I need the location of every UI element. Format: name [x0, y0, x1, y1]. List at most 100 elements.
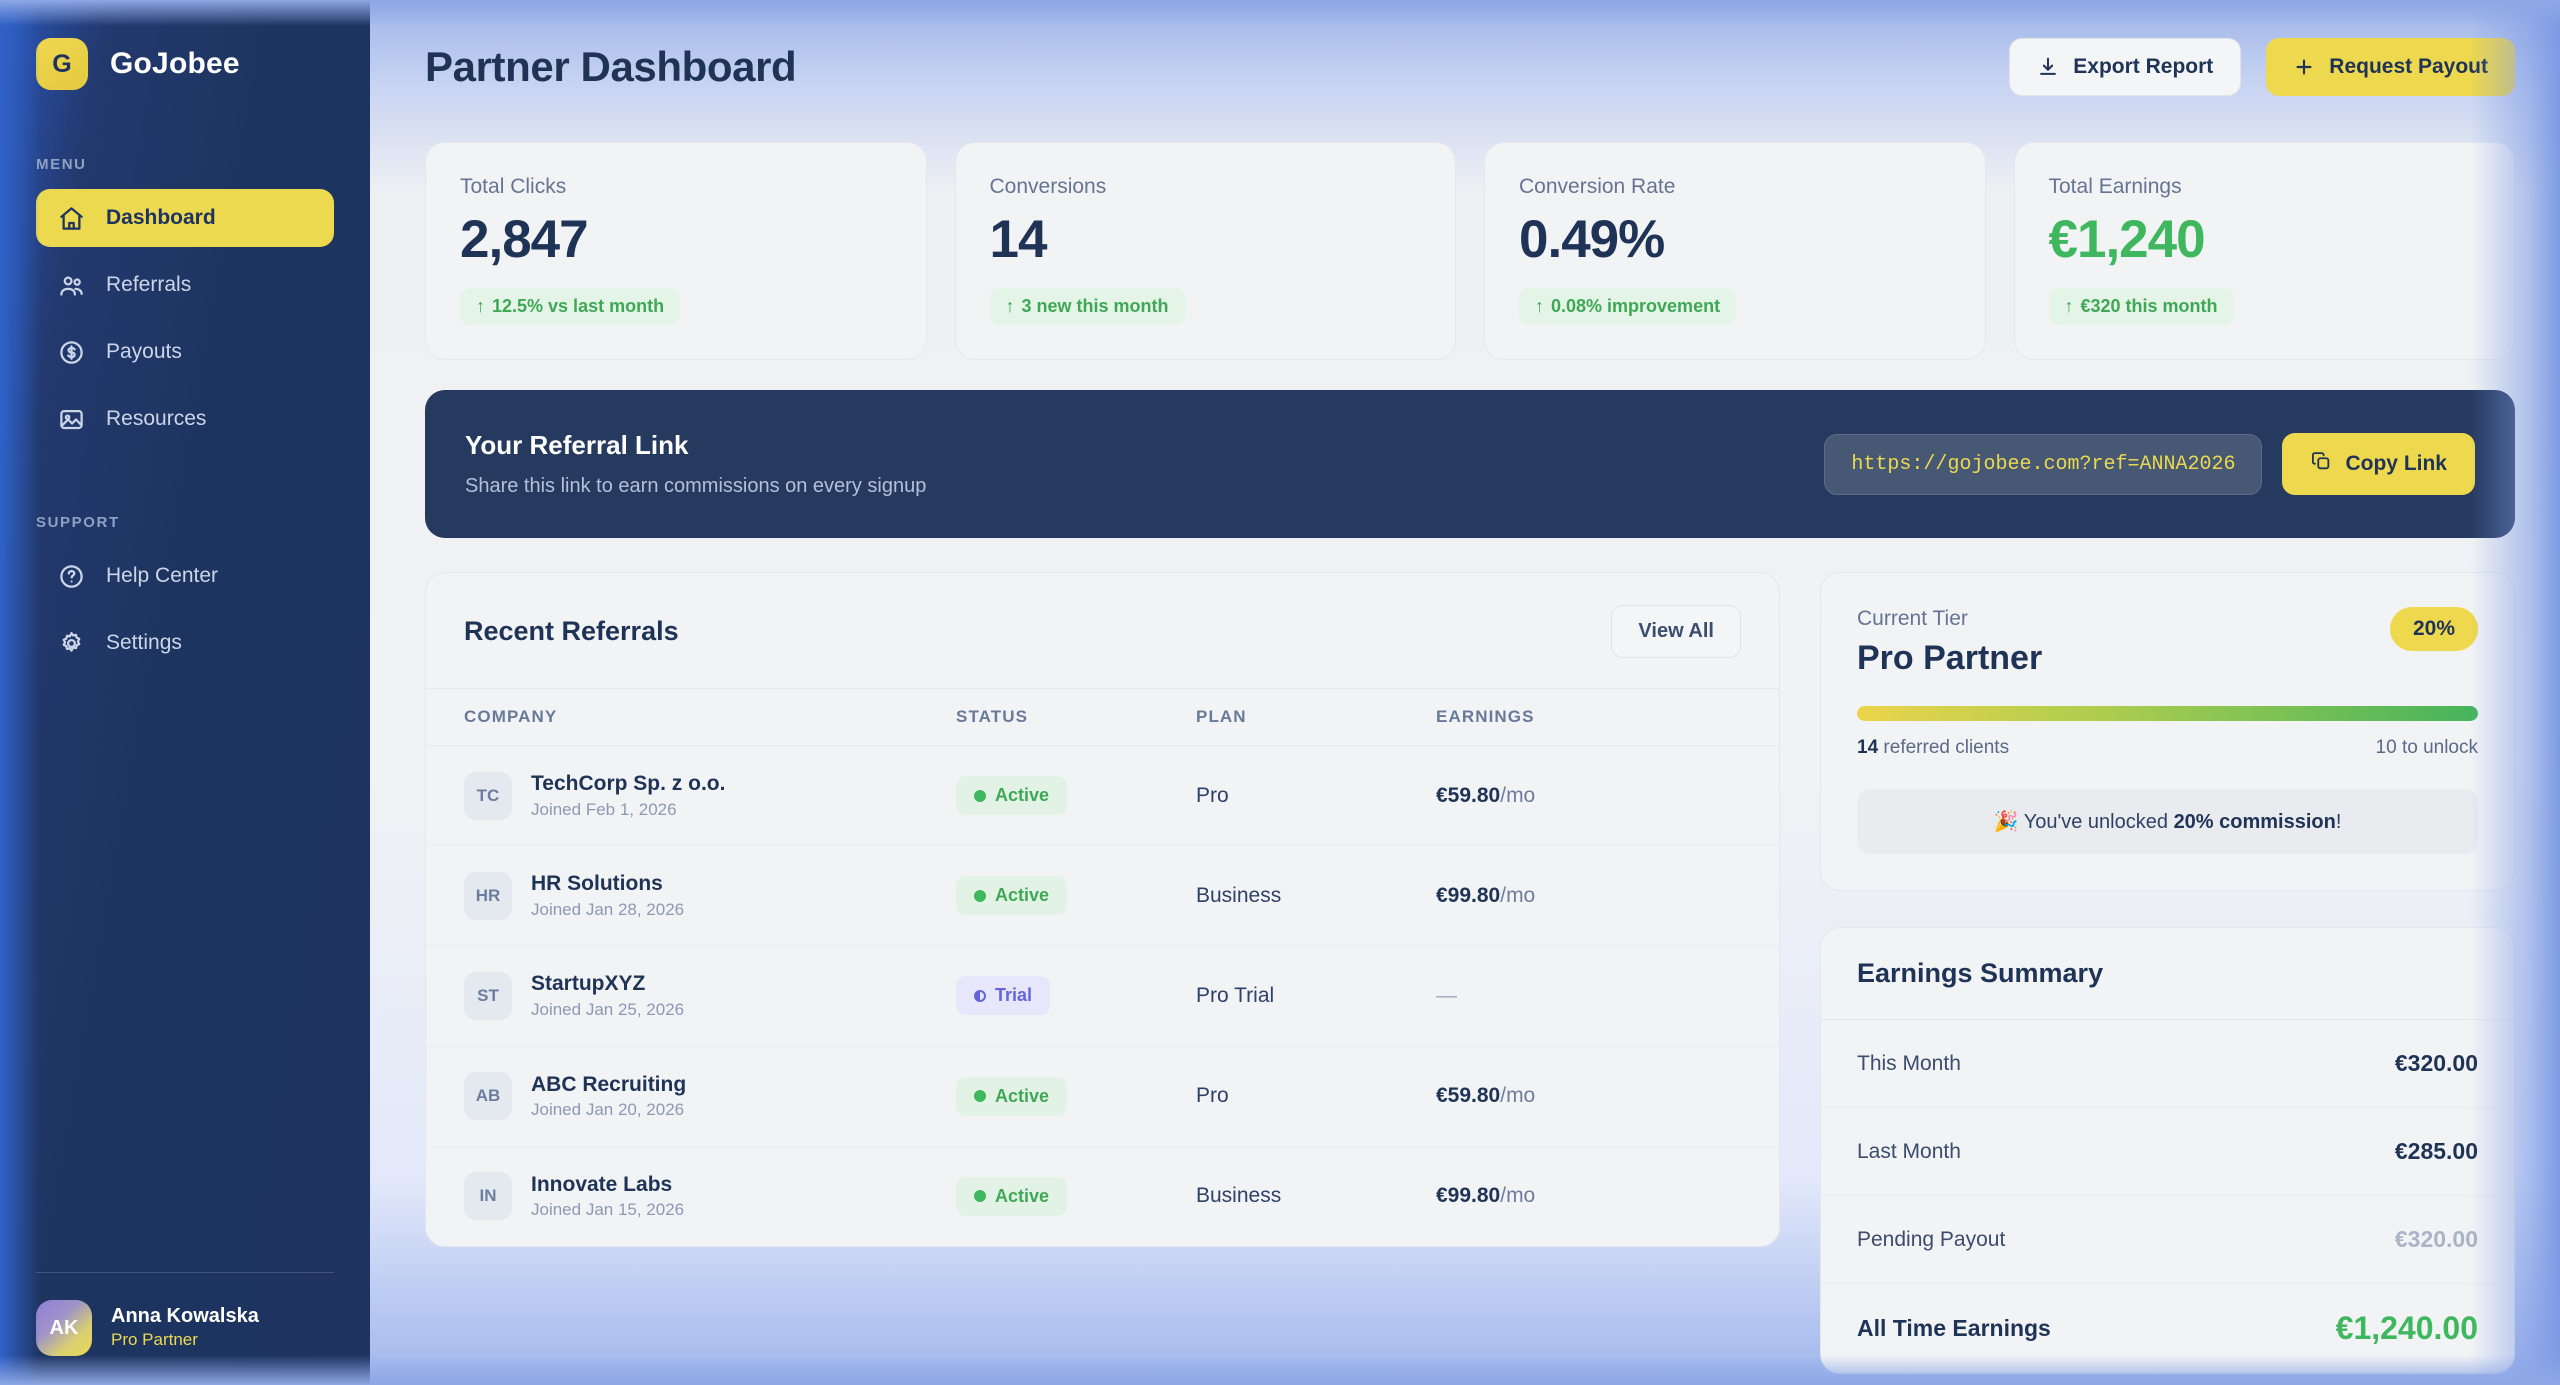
company-initials-badge: HR	[464, 871, 512, 920]
earnings-total-value: €1,240.00	[2335, 1310, 2478, 1347]
tier-note-strong: 20% commission	[2173, 811, 2336, 834]
plan-cell: Pro Trial	[1196, 945, 1436, 1047]
download-icon	[2037, 56, 2059, 78]
earnings-summary-title: Earnings Summary	[1857, 958, 2104, 989]
status-cell: Active	[956, 1046, 1196, 1147]
user-name: Anna Kowalska	[111, 1305, 259, 1328]
stat-card-total-earnings: Total Earnings €1,240 ↑ €320 this month	[2013, 142, 2515, 361]
tier-note-suffix: !	[2335, 811, 2342, 834]
referral-url-field[interactable]: https://gojobee.com?ref=ANNA2026	[1824, 433, 2263, 495]
stats-row: Total Clicks 2,847 ↑ 12.5% vs last month…	[425, 142, 2515, 361]
earnings-summary-header: Earnings Summary	[1821, 928, 2514, 1021]
plan-cell: Pro	[1196, 1046, 1436, 1147]
arrow-up-icon: ↑	[476, 296, 485, 317]
referrals-table-head: COMPANY STATUS PLAN EARNINGS	[426, 689, 1779, 747]
brand[interactable]: G GoJobee	[0, 0, 370, 90]
status-badge: Active	[956, 876, 1068, 916]
party-popper-icon: 🎉	[1993, 811, 2019, 834]
sidebar-item-dashboard[interactable]: Dashboard	[36, 189, 334, 247]
earnings-total-row: All Time Earnings €1,240.00	[1821, 1284, 2514, 1373]
stat-chip-label: 3 new this month	[1021, 296, 1169, 317]
company-cell: AB ABC Recruiting Joined Jan 20, 2026	[426, 1046, 956, 1147]
status-dot-icon	[974, 1190, 986, 1203]
table-row[interactable]: ST StartupXYZ Joined Jan 25, 2026	[426, 945, 1779, 1047]
recent-referrals-column: Recent Referrals View All COMPANY STATUS…	[425, 572, 1780, 1374]
request-payout-button[interactable]: Request Payout	[2266, 38, 2515, 96]
earnings-row-label: This Month	[1857, 1051, 1961, 1075]
status-badge: Active	[956, 1176, 1068, 1216]
company-name: Innovate Labs	[531, 1172, 673, 1196]
earnings-summary-card: Earnings Summary This Month €320.00 Last…	[1820, 927, 2515, 1375]
company-joined-date: Joined Jan 15, 2026	[531, 1199, 685, 1219]
status-label: Active	[995, 1185, 1050, 1206]
sidebar-item-help-center[interactable]: Help Center	[36, 547, 334, 605]
referral-banner-title: Your Referral Link	[465, 430, 689, 461]
earnings-amount: —	[1436, 983, 1457, 1007]
sidebar-item-label: Dashboard	[106, 206, 216, 229]
status-dot-icon	[974, 1090, 986, 1103]
status-label: Trial	[995, 985, 1033, 1006]
company-initials-badge: AB	[464, 1072, 512, 1121]
header-actions: Export Report Request Payout	[2009, 38, 2515, 96]
support-section-label: SUPPORT	[36, 514, 120, 531]
status-cell: Active	[956, 1146, 1196, 1246]
earnings-total-label: All Time Earnings	[1857, 1315, 2051, 1342]
arrow-up-icon: ↑	[2064, 296, 2074, 317]
lower-grid: Recent Referrals View All COMPANY STATUS…	[425, 572, 2515, 1375]
table-row[interactable]: TC TechCorp Sp. z o.o. Joined Feb 1, 202…	[426, 745, 1779, 847]
earnings-row-label: Pending Payout	[1857, 1227, 2006, 1251]
stat-value: €1,240	[2048, 210, 2206, 269]
stat-label: Total Earnings	[2048, 175, 2182, 198]
earnings-cell: €59.80/mo	[1436, 1046, 1779, 1147]
arrow-up-icon: ↑	[1535, 296, 1544, 317]
status-dot-icon	[974, 889, 986, 902]
right-column: Current Tier Pro Partner 20% 14 referred…	[1820, 572, 2515, 1375]
company-cell: HR HR Solutions Joined Jan 28, 2026	[426, 845, 956, 947]
status-cell: Trial	[956, 945, 1196, 1047]
request-payout-label: Request Payout	[2329, 55, 2488, 78]
earnings-cell: €99.80/mo	[1436, 1146, 1779, 1246]
arrow-up-icon: ↑	[1005, 296, 1015, 317]
sidebar-item-payouts[interactable]: Payouts	[36, 323, 334, 381]
page-title: Partner Dashboard	[425, 43, 797, 90]
sidebar-item-label: Referrals	[106, 273, 192, 296]
tier-to-unlock: 10 to unlock	[2375, 737, 2478, 759]
earnings-suffix: /mo	[1500, 783, 1536, 807]
earnings-cell: €59.80/mo	[1436, 745, 1779, 847]
status-label: Active	[995, 885, 1050, 906]
table-row[interactable]: AB ABC Recruiting Joined Jan 20, 2026	[426, 1046, 1779, 1147]
table-row[interactable]: IN Innovate Labs Joined Jan 15, 2026	[426, 1146, 1779, 1246]
home-icon	[58, 205, 85, 232]
status-badge: Active	[956, 776, 1068, 816]
copy-link-button[interactable]: Copy Link	[2282, 433, 2475, 496]
referral-banner-subtitle: Share this link to earn commissions on e…	[465, 475, 927, 498]
export-report-button[interactable]: Export Report	[2009, 38, 2242, 96]
referral-banner-actions: https://gojobee.com?ref=ANNA2026 Copy Li…	[1824, 433, 2475, 496]
sidebar-item-label: Payouts	[106, 340, 182, 363]
earnings-row-last-month: Last Month €285.00	[1821, 1108, 2514, 1197]
tier-progress-meta: 14 referred clients 10 to unlock	[1857, 737, 2478, 759]
sidebar-item-resources[interactable]: Resources	[36, 390, 334, 448]
tier-label: Current Tier	[1857, 607, 1968, 631]
sidebar-item-settings[interactable]: Settings	[36, 614, 334, 672]
table-row[interactable]: HR HR Solutions Joined Jan 28, 2026	[426, 845, 1779, 947]
status-dot-icon	[974, 789, 986, 802]
view-all-button[interactable]: View All	[1611, 605, 1741, 659]
tier-progress-fill	[1857, 706, 2478, 722]
tier-commission-badge: 20%	[2389, 607, 2478, 652]
stat-chip: ↑ 0.08% improvement	[1519, 288, 1737, 326]
gear-icon	[58, 630, 85, 657]
company-joined-date: Joined Feb 1, 2026	[531, 799, 677, 819]
earnings-amount: €59.80	[1436, 783, 1501, 807]
sidebar-user-profile[interactable]: AK Anna Kowalska Pro Partner	[36, 1300, 259, 1356]
plan-cell: Business	[1196, 845, 1436, 947]
plus-icon	[2293, 56, 2315, 78]
sidebar-item-referrals[interactable]: Referrals	[36, 256, 334, 314]
status-label: Active	[995, 1085, 1050, 1106]
company-initials-badge: IN	[464, 1172, 512, 1221]
sidebar-item-label: Help Center	[106, 564, 219, 587]
column-header-status: STATUS	[956, 689, 1196, 747]
company-initials-badge: ST	[464, 971, 512, 1020]
sidebar: G GoJobee MENU Dashboard Referrals	[0, 0, 370, 1385]
stat-chip-label: 0.08% improvement	[1551, 296, 1721, 317]
